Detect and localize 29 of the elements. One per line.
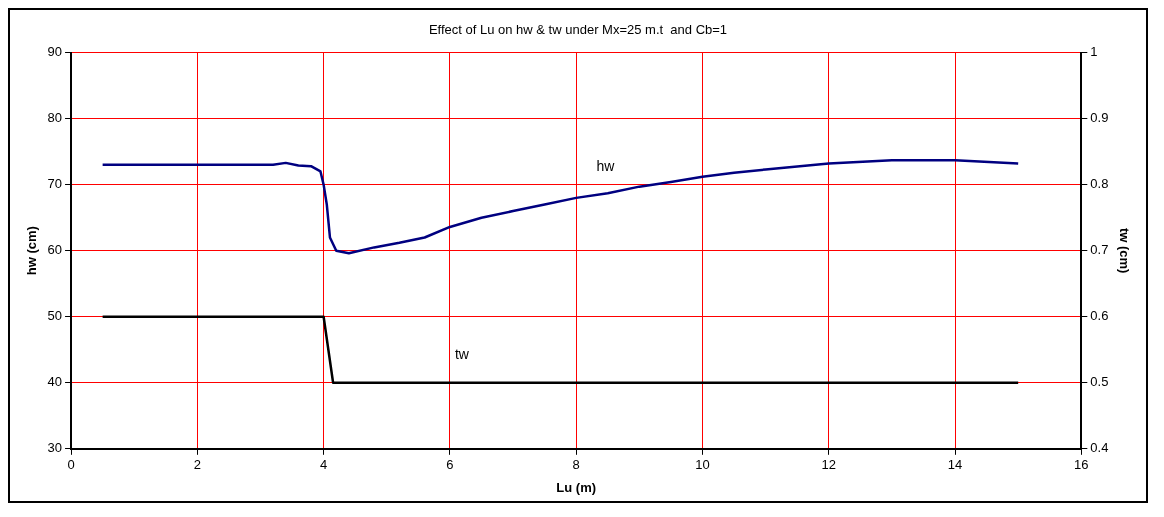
y-tick-label: 80: [47, 110, 63, 126]
chart-title: Effect of Lu on hw & tw under Mx=25 m.t and Cb=1: [428, 22, 728, 38]
y2-axis-title: tw (cm): [1116, 227, 1132, 274]
y2-tick-label: 0.8: [1090, 176, 1109, 192]
y2-tick-label: 0.9: [1090, 110, 1109, 126]
x-tick-label: 10: [695, 457, 710, 473]
x-tick-label: 12: [821, 457, 836, 473]
y-tick-label: 90: [47, 44, 63, 60]
x-tick-label: 16: [1074, 457, 1089, 473]
x-axis-title: Lu (m): [556, 479, 597, 495]
y-axis-title: hw (cm): [24, 226, 40, 276]
y2-tick-label: 0.4: [1090, 440, 1109, 456]
y-tick-label: 60: [47, 242, 63, 258]
y-tick-label: 30: [47, 440, 63, 456]
x-tick-label: 2: [193, 457, 201, 473]
y-tick-label: 70: [47, 176, 63, 192]
y2-tick-label: 0.7: [1090, 242, 1109, 258]
y2-tick-label: 0.6: [1090, 308, 1109, 324]
x-tick-label: 8: [572, 457, 580, 473]
x-tick-label: 4: [320, 457, 328, 473]
series-label: tw: [454, 345, 470, 362]
y2-tick-label: 0.5: [1090, 374, 1109, 390]
y-tick-label: 50: [47, 308, 63, 324]
x-tick-label: 6: [446, 457, 454, 473]
x-tick-label: 14: [947, 457, 963, 473]
x-tick-label: 0: [67, 457, 75, 473]
series-label: hw: [596, 157, 616, 174]
y-tick-label: 40: [47, 374, 63, 390]
y2-tick-label: 1: [1090, 44, 1098, 60]
